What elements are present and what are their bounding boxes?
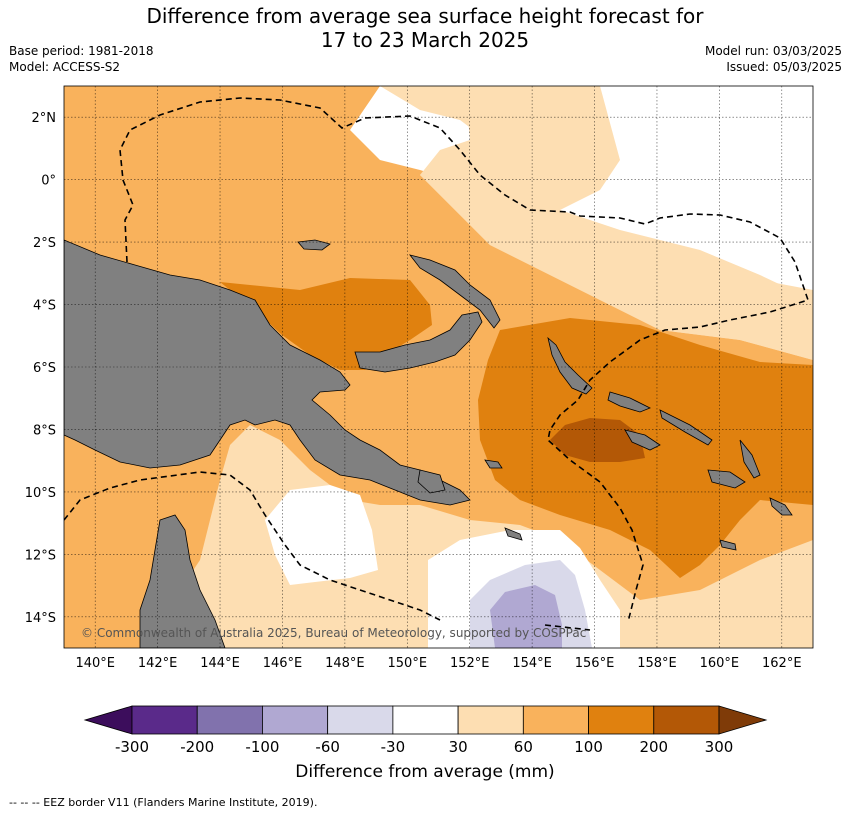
lon-tick-label: 146°E [263,656,303,671]
eez-border [64,97,810,631]
land-manus [297,239,331,251]
colorbar-segment [131,705,198,735]
lon-tick-label: 152°E [450,656,490,671]
contour-100-200-west [220,278,432,370]
colorbar-tick-label: 100 [574,738,603,756]
land-new-ireland [408,254,501,329]
title-line-1: Difference from average sea surface heig… [146,4,704,28]
land-guadalcanal [607,391,651,413]
colorbar-segment [196,705,263,735]
lon-tick-label: 160°E [700,656,740,671]
colorbar-tick-label: 60 [514,738,533,756]
land-new-britain [354,311,483,373]
colorbar-tick-label: 300 [705,738,734,756]
contour-200-300-core [550,418,645,462]
colorbar-segment [327,705,394,735]
lat-tick-label: 8°S [33,423,56,438]
colorbar-extend-low [83,705,133,735]
land-louisiade [417,459,503,494]
lat-tick-labels: 2°N 0° 2°S 4°S 6°S 8°S 10°S 12°S 14°S [25,111,56,626]
land-bougainville [547,336,593,395]
contour-0-30-south [265,485,378,585]
base-period: Base period: 1981-2018 [9,44,154,58]
land-makira [739,439,761,479]
issued-date: Issued: 05/03/2025 [726,60,842,74]
land-malaita [659,409,713,446]
colorbar-tick-label: -200 [180,738,214,756]
colorbar-tick-label: 200 [639,738,668,756]
lon-tick-label: 162°E [762,656,802,671]
colorbar-tick-label: 30 [449,738,468,756]
colorbar-tick-label: -30 [381,738,406,756]
lon-tick-label: 154°E [512,656,552,671]
colorbar-label: Difference from average (mm) [295,762,555,782]
map-plot-area: © Commonwealth of Australia 2025, Bureau… [64,86,813,648]
lon-tick-label: 140°E [75,656,115,671]
lon-tick-label: 158°E [637,656,677,671]
land-new-guinea [64,239,471,506]
lat-tick-label: 0° [41,174,56,189]
contour-30-60-ne [340,86,813,360]
eez-footer-note: -- -- -- EEZ border V11 (Flanders Marine… [9,796,318,809]
colorbar-segment [457,705,524,735]
colorbar-segment [588,705,655,735]
colorbar-segment [522,705,589,735]
lon-tick-label: 142°E [138,656,178,671]
lat-tick-label: 6°S [33,361,56,376]
colorbar-tick-label: -100 [245,738,279,756]
lon-tick-labels: 140°E 142°E 144°E 146°E 148°E 150°E 152°E 154°E… [75,656,801,671]
colorbar-segment [262,705,329,735]
land-vanuatu-south [769,497,793,516]
land-rennell [504,527,737,551]
title-line-2: 17 to 23 March 2025 [320,28,530,52]
colorbar-tick-label: -300 [115,738,149,756]
model-name: Model: ACCESS-S2 [9,60,121,74]
colorbar: -300 -200 -100 -60 -30 30 60 100 200 300 [83,705,768,756]
plot-frame [63,85,814,649]
lat-tick-label: 2°N [32,111,57,126]
meta-left: Base period: 1981-2018 Model: ACCESS-S2 [9,43,154,75]
lat-tick-label: 2°S [33,236,56,251]
map-title: Difference from average sea surface heig… [0,4,850,52]
lat-tick-label: 10°S [25,486,56,501]
meta-right: Model run: 03/03/2025 Issued: 05/03/2025 [705,43,842,75]
map-gridlines [64,86,813,648]
lat-tick-label: 4°S [33,299,56,314]
map-copyright: © Commonwealth of Australia 2025, Bureau… [81,626,586,640]
lat-tick-label: 12°S [25,548,56,563]
lon-tick-label: 144°E [200,656,240,671]
land-cape-york [139,514,226,648]
model-run: Model run: 03/03/2025 [704,44,842,58]
colorbar-segment [653,705,720,735]
colorbar-extend-high [718,705,768,735]
lon-tick-label: 148°E [325,656,365,671]
lat-tick-label: 14°S [25,611,56,626]
land-solomon-south [624,429,661,451]
lon-tick-label: 150°E [388,656,428,671]
lon-tick-label: 156°E [575,656,615,671]
colorbar-tick-label: -60 [315,738,340,756]
colorbar-segment [392,705,459,735]
land-vanuatu-north [707,469,746,489]
